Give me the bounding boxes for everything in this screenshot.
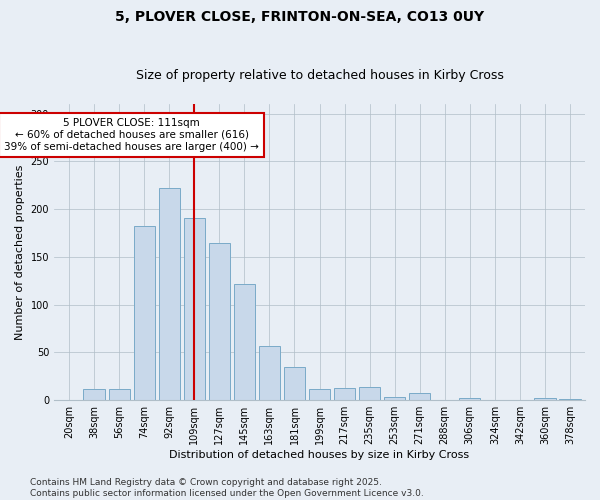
Bar [459,398,481,400]
Y-axis label: Number of detached properties: Number of detached properties [15,164,25,340]
Bar [259,346,280,400]
Text: Contains HM Land Registry data © Crown copyright and database right 2025.
Contai: Contains HM Land Registry data © Crown c… [30,478,424,498]
Bar [284,367,305,400]
Bar [534,398,556,400]
Bar [384,398,406,400]
X-axis label: Distribution of detached houses by size in Kirby Cross: Distribution of detached houses by size … [169,450,470,460]
Bar [109,388,130,400]
Bar [359,387,380,400]
Bar [134,226,155,400]
Text: 5, PLOVER CLOSE, FRINTON-ON-SEA, CO13 0UY: 5, PLOVER CLOSE, FRINTON-ON-SEA, CO13 0U… [115,10,485,24]
Title: Size of property relative to detached houses in Kirby Cross: Size of property relative to detached ho… [136,69,503,82]
Bar [158,188,180,400]
Bar [184,218,205,400]
Bar [409,392,430,400]
Bar [334,388,355,400]
Bar [234,284,255,400]
Text: 5 PLOVER CLOSE: 111sqm
← 60% of detached houses are smaller (616)
39% of semi-de: 5 PLOVER CLOSE: 111sqm ← 60% of detached… [4,118,259,152]
Bar [209,242,230,400]
Bar [309,388,330,400]
Bar [83,388,105,400]
